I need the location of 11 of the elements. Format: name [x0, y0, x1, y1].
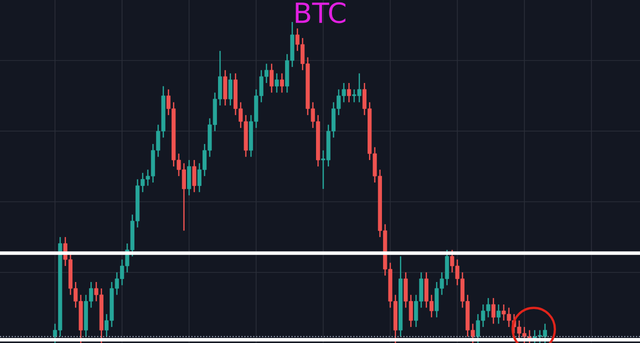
candlestick — [187, 159, 192, 196]
candlestick — [496, 304, 501, 324]
candlestick — [192, 159, 196, 193]
candlestick — [228, 72, 232, 106]
candlestick — [270, 63, 274, 94]
candlestick — [274, 72, 279, 94]
chart-title: BTC — [296, 2, 346, 24]
candlestick — [280, 72, 284, 94]
candlestick — [223, 70, 228, 106]
candlestick — [346, 82, 352, 103]
candlestick — [491, 297, 496, 324]
